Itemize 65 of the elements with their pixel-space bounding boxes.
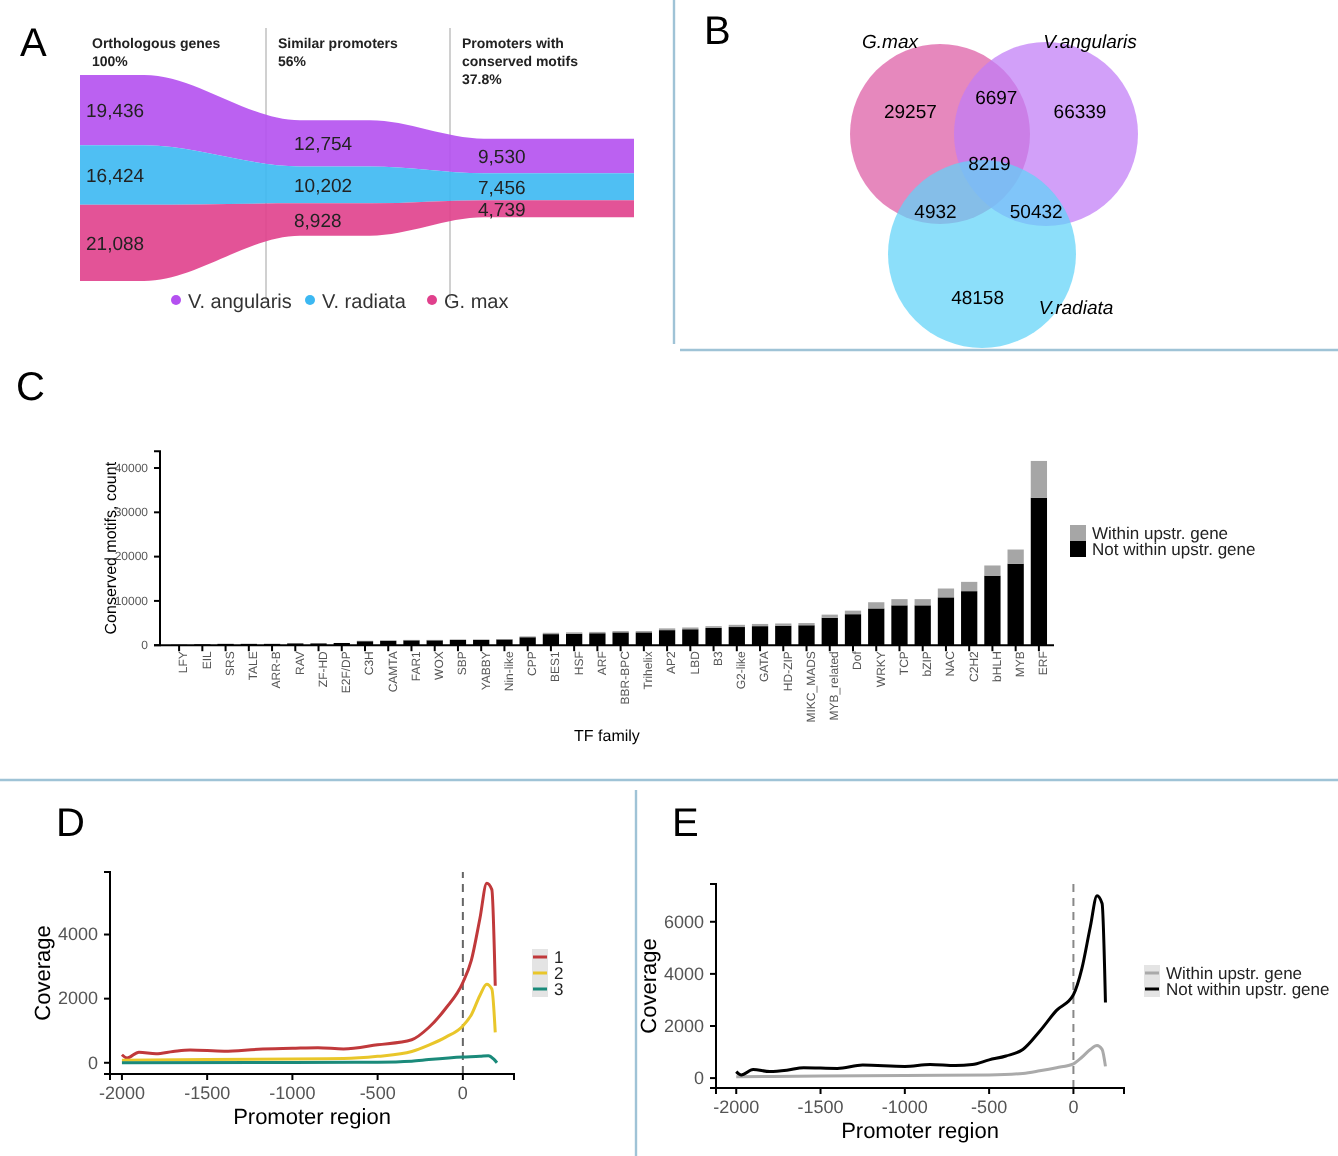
x-axis-title: Promoter region: [841, 1120, 999, 1144]
x-tick-label: 0: [1068, 1096, 1079, 1117]
bar: [1030, 460, 1048, 498]
y-tick-label: 6000: [663, 911, 704, 932]
chart-title: C: [16, 366, 45, 410]
chart-title: E: [672, 802, 699, 846]
data-label: 21,088: [86, 233, 145, 256]
x-tick-label: 0: [457, 1082, 468, 1103]
category-label: V.radiata: [1038, 298, 1114, 320]
text: 6697: [975, 88, 1018, 110]
data-label: 4,739: [478, 199, 526, 222]
y-tick-label: 2000: [663, 1015, 704, 1036]
legend-label: V. radiata: [322, 292, 407, 314]
text: 4932: [914, 202, 957, 224]
legend-label: 2: [554, 963, 564, 983]
text: 29257: [883, 102, 937, 124]
legend-label: Within upstr. gene: [1092, 523, 1229, 543]
bar: [984, 565, 1001, 576]
legend-label: G. max: [444, 292, 509, 314]
y-axis-title: Coverage: [638, 938, 662, 1034]
chart-title: D: [56, 802, 85, 846]
legend-label: Within upstr. gene: [1166, 963, 1303, 983]
bar: [1007, 549, 1024, 564]
legend-label: 3: [554, 979, 564, 999]
line-series: [120, 982, 497, 1062]
text: 50432: [1009, 202, 1063, 224]
line-series: [734, 894, 1107, 1077]
bar: [961, 581, 978, 592]
y-tick-label: 0: [693, 1067, 704, 1088]
text: 48158: [951, 288, 1005, 310]
bar: [868, 602, 885, 609]
data-label: 12,754: [294, 134, 353, 157]
category-label: G.max: [862, 32, 921, 54]
line-series: [734, 1044, 1107, 1079]
y-axis-title: Coverage: [32, 925, 56, 1021]
data-label: 8,928: [294, 210, 342, 233]
legend-label: 1: [554, 947, 564, 967]
line-series: [120, 881, 497, 1060]
data-label: 19,436: [86, 101, 145, 124]
x-tick-label: -2000: [98, 1082, 145, 1103]
text: 8219: [968, 154, 1011, 176]
x-axis-title: Promoter region: [233, 1106, 391, 1130]
x-tick-label: -500: [359, 1082, 396, 1103]
text: B: [704, 10, 731, 54]
x-tick-label: -500: [971, 1096, 1008, 1117]
x-tick-label: -1500: [184, 1082, 231, 1103]
category-label: V.angularis: [1043, 32, 1138, 54]
y-tick-label: 4000: [57, 924, 98, 945]
y-tick-label: 4000: [663, 963, 704, 984]
legend-label: V. angularis: [188, 292, 292, 314]
y-tick-label: 2000: [57, 988, 98, 1009]
data-label: 9,530: [478, 146, 526, 169]
text: 66339: [1053, 102, 1107, 124]
data-label: 16,424: [86, 166, 145, 189]
text: A: [20, 22, 48, 66]
x-tick-label: -1500: [797, 1096, 844, 1117]
bar: [891, 599, 908, 606]
x-tick-label: -1000: [881, 1096, 928, 1117]
data-label: 10,202: [294, 175, 353, 198]
y-tick-label: 0: [87, 1052, 98, 1073]
x-axis-title: TF family: [574, 727, 640, 746]
bar: [914, 599, 931, 606]
data-label: 7,456: [478, 177, 526, 200]
x-tick-label: -2000: [713, 1096, 760, 1117]
x-tick-label: -1000: [269, 1082, 316, 1103]
